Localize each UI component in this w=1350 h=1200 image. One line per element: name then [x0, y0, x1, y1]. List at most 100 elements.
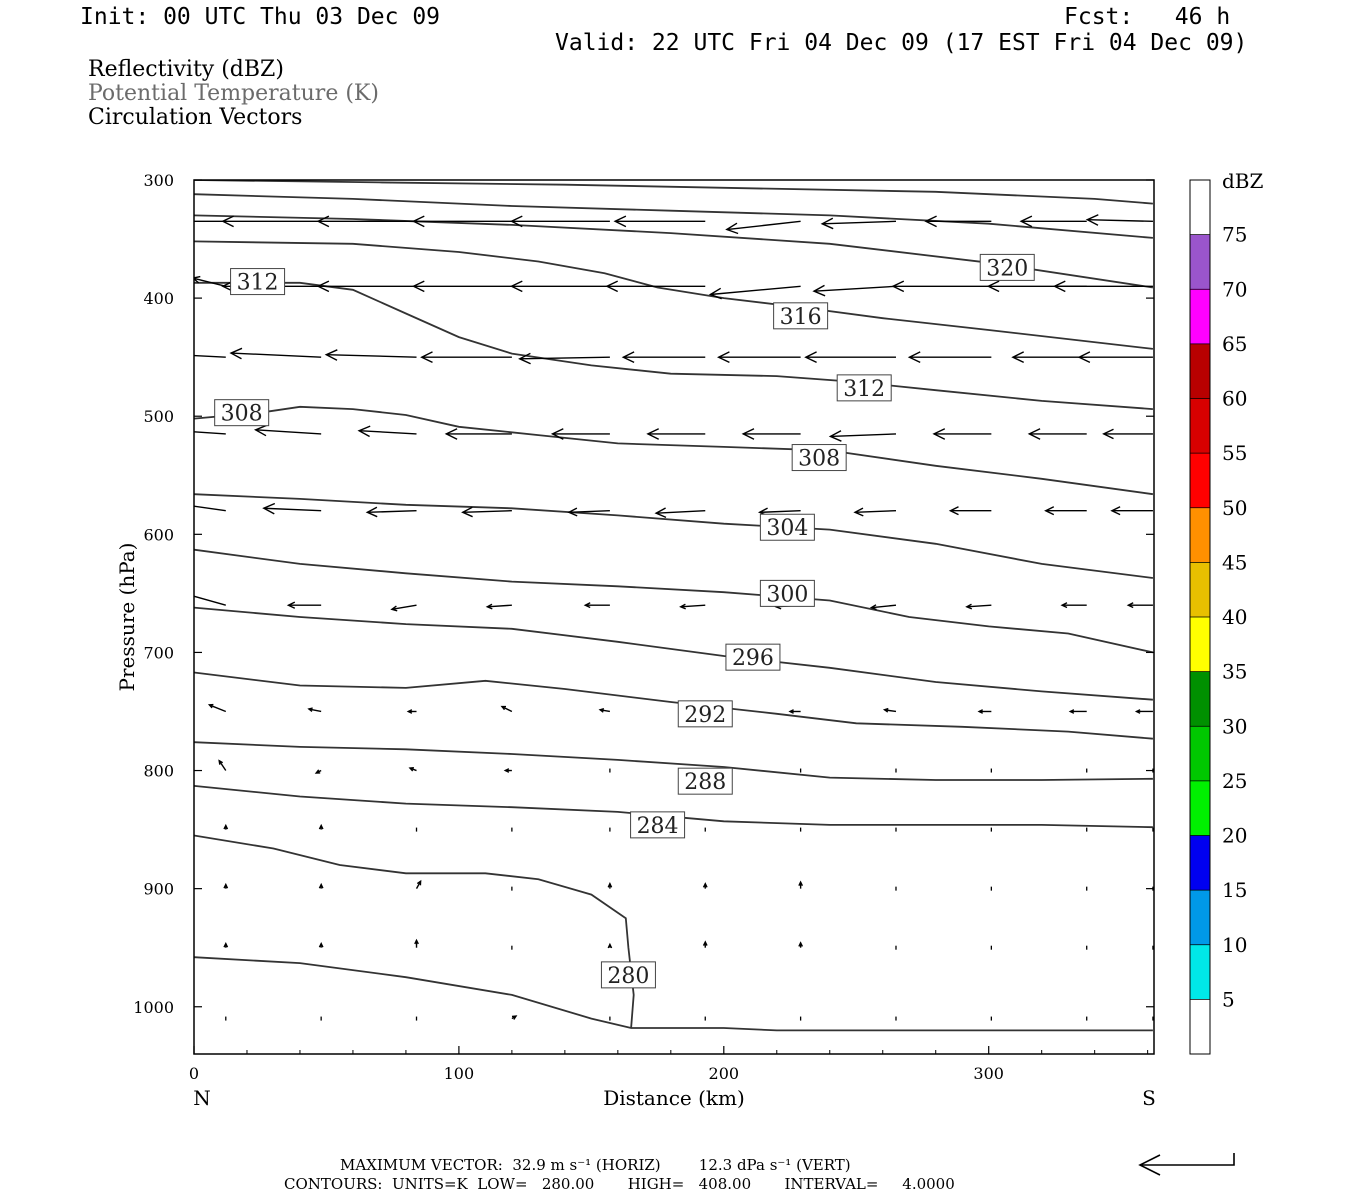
circulation-vector	[1027, 428, 1087, 440]
plot-frame	[193, 179, 1155, 1055]
svg-text:300: 300	[766, 582, 808, 607]
contour-label: 288	[677, 767, 733, 795]
circulation-vector	[414, 938, 419, 948]
circulation-vector	[314, 769, 322, 774]
circulation-vector	[509, 215, 610, 228]
circulation-vector	[741, 428, 801, 440]
colorbar-swatch	[1190, 671, 1210, 727]
colorbar-swatch	[1190, 398, 1210, 454]
svg-text:280: 280	[607, 964, 649, 989]
circulation-vector	[679, 603, 706, 610]
isentrope-line	[194, 606, 1153, 701]
circulation-vector	[1126, 602, 1153, 609]
circulation-vector	[977, 709, 992, 714]
circulation-vector	[1110, 506, 1153, 516]
svg-text:320: 320	[986, 256, 1028, 281]
circulation-vector	[550, 428, 610, 440]
reference-vector-icon	[1138, 1153, 1235, 1176]
circulation-vector	[891, 280, 992, 293]
circulation-vector	[583, 602, 610, 609]
isentrope-line	[194, 281, 1153, 410]
circulation-vector	[607, 882, 613, 889]
circulation-vector	[390, 604, 417, 612]
circulation-vector	[1134, 709, 1153, 714]
circulation-vector	[262, 502, 322, 515]
circulation-vector	[194, 431, 226, 435]
colorbar-level-label: 70	[1222, 277, 1247, 301]
contour-label: 308	[214, 399, 270, 427]
circulation-vector	[1019, 215, 1087, 228]
circulation-vector	[654, 507, 706, 519]
x-axis-title: Distance (km)	[603, 1086, 745, 1110]
colorbar-swatch	[1190, 562, 1210, 617]
circulation-vector	[420, 351, 512, 364]
circulation-vector	[223, 823, 229, 830]
circulation-vector	[1011, 351, 1087, 364]
x-end-label-south: S	[1142, 1086, 1156, 1110]
isentrope-line	[194, 493, 1154, 579]
circulation-vector	[194, 592, 226, 606]
circulation-vector	[324, 349, 417, 361]
circulation-vector	[804, 351, 896, 364]
circulation-vector	[518, 352, 610, 365]
colorbar-swatch	[1190, 180, 1210, 235]
y-tick-label: 900	[143, 880, 174, 899]
svg-text:312: 312	[843, 377, 885, 402]
isentrope-line	[194, 834, 635, 1029]
field-potential-temperature: Potential Temperature (K)	[88, 81, 379, 106]
circulation-vector	[965, 603, 992, 610]
colorbar-level-label: 45	[1222, 550, 1247, 574]
circulation-vector	[646, 428, 706, 440]
colorbar-swatch	[1190, 726, 1210, 781]
x-tick-label: 300	[973, 1064, 1004, 1083]
circulation-vector	[509, 280, 610, 293]
circulation-vector	[1060, 602, 1087, 609]
y-tick-label: 500	[143, 407, 174, 426]
circulation-vector	[194, 275, 226, 287]
circulation-vector	[307, 707, 322, 713]
isentrope-line	[194, 956, 1153, 1032]
circulation-vector	[194, 505, 226, 512]
circulation-vector	[207, 703, 227, 713]
circulation-vector	[607, 942, 613, 949]
circulation-vector	[461, 506, 512, 518]
x-tick-label: 100	[444, 1064, 475, 1083]
circulation-vector	[725, 220, 801, 235]
colorbar-level-label: 30	[1222, 714, 1247, 738]
colorbar-unit: dBZ	[1222, 169, 1264, 193]
circulation-vector	[511, 1015, 518, 1020]
circulation-vector	[702, 940, 708, 948]
circulation-vector	[708, 285, 801, 300]
colorbar-level-label: 5	[1222, 987, 1235, 1011]
circulation-vector	[223, 882, 229, 889]
circulation-vector	[357, 425, 417, 438]
isentrope-line	[194, 193, 1153, 239]
circulation-vector	[223, 941, 229, 948]
svg-text:292: 292	[684, 703, 726, 728]
colorbar-swatch	[1190, 343, 1210, 399]
circulation-vector	[218, 759, 227, 771]
circulation-vector	[286, 601, 322, 609]
circulation-vector	[716, 351, 801, 364]
circulation-vector	[853, 507, 897, 517]
colorbar-level-label: 25	[1222, 769, 1247, 793]
colorbar-swatch	[1190, 835, 1210, 891]
circulation-vector	[882, 707, 897, 713]
circulation-vector	[318, 882, 324, 889]
colorbar-level-label: 55	[1222, 441, 1247, 465]
x-end-label-north: N	[193, 1086, 211, 1110]
y-tick-label: 700	[143, 643, 174, 662]
colorbar-swatch	[1190, 453, 1210, 508]
circulation-vector	[613, 215, 706, 228]
circulation-vector	[194, 354, 226, 358]
circulation-vector	[798, 941, 804, 948]
circulation-vector	[253, 424, 322, 437]
circulation-vector	[406, 709, 417, 714]
circulation-vector	[318, 823, 324, 830]
circulation-vector	[932, 428, 992, 440]
y-axis-title: Pressure (hPa)	[115, 543, 139, 692]
circulation-vector	[408, 767, 417, 772]
x-tick-label: 200	[709, 1064, 740, 1083]
circulation-vector	[316, 215, 417, 228]
y-tick-label: 800	[143, 762, 174, 781]
